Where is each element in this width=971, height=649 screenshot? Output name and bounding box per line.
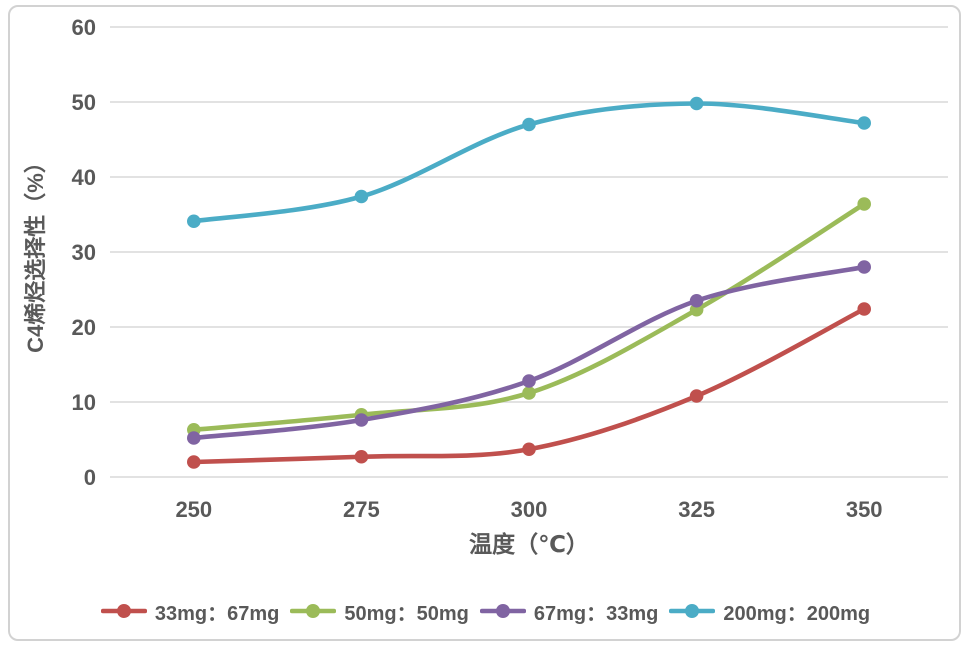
legend-marker-icon [100, 604, 147, 618]
gridlines [110, 26, 948, 478]
y-tick-label: 50 [72, 90, 96, 115]
data-point-200mg-200mg [689, 96, 704, 111]
y-tick-label: 60 [72, 15, 96, 40]
series-line-67mg-33mg [191, 264, 867, 441]
data-point-67mg-33mg [187, 431, 201, 445]
legend-label: 50mg：50mg [344, 602, 469, 625]
x-tick-label: 300 [511, 497, 548, 522]
x-tick-label: 350 [846, 497, 883, 522]
y-tick-label: 30 [72, 240, 96, 265]
data-point-50mg-50mg [857, 197, 871, 211]
x-axis-tick-labels: 250 275 300 325 350 [175, 497, 882, 522]
y-axis-tick-labels: 0 10 20 30 40 50 60 [72, 15, 96, 490]
series-layer [187, 96, 871, 469]
x-tick-label: 250 [175, 497, 212, 522]
data-point-200mg-200mg [857, 116, 871, 130]
y-tick-label: 0 [84, 465, 96, 490]
data-point-67mg-33mg [354, 413, 369, 427]
y-tick-label: 10 [72, 390, 96, 415]
data-point-33mg-67mg [354, 449, 369, 464]
y-axis-title: C4烯烃选择性（%） [23, 151, 48, 353]
data-point-33mg-67mg [522, 442, 536, 457]
data-point-33mg-67mg [689, 389, 704, 403]
data-point-67mg-33mg [689, 293, 704, 308]
legend-label: 33mg：67mg [154, 602, 280, 625]
data-point-67mg-33mg [857, 260, 871, 274]
legend-marker-icon [290, 604, 337, 618]
chart-legend: 33mg：67mg 50mg：50mg 67mg：33mg 200mg：200mg [0, 592, 971, 630]
data-point-200mg-200mg [187, 214, 201, 229]
legend-label: 200mg：200mg [723, 602, 871, 625]
data-point-200mg-200mg [522, 117, 536, 132]
legend-item-200mg-200mg: 200mg：200mg [669, 597, 870, 626]
legend-item-50mg-50mg: 50mg：50mg [290, 597, 469, 626]
legend-label: 67mg：33mg [533, 602, 659, 625]
y-tick-label: 40 [72, 165, 96, 190]
x-tick-label: 275 [343, 497, 380, 522]
data-point-50mg-50mg [522, 386, 536, 400]
data-point-33mg-67mg [857, 302, 871, 316]
data-point-67mg-33mg [522, 374, 536, 388]
x-axis-title: 温度（℃） [469, 531, 589, 557]
chart-card [8, 5, 961, 641]
legend-marker-icon [669, 604, 716, 618]
data-point-200mg-200mg [354, 189, 369, 204]
legend-marker-icon [479, 604, 526, 618]
data-point-33mg-67mg [187, 455, 201, 469]
y-tick-label: 20 [72, 315, 96, 340]
x-tick-label: 325 [678, 497, 715, 522]
legend-item-67mg-33mg: 67mg：33mg [479, 597, 659, 626]
legend-item-33mg-67mg: 33mg：67mg [100, 597, 280, 626]
